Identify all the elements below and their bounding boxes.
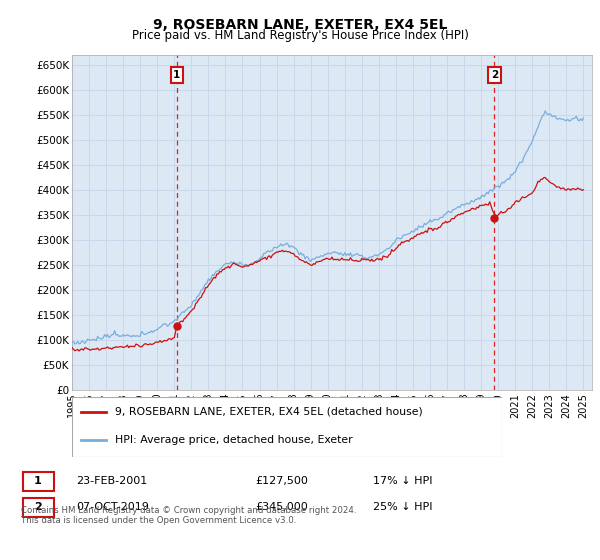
Text: £127,500: £127,500 (255, 476, 308, 486)
Text: 9, ROSEBARN LANE, EXETER, EX4 5EL (detached house): 9, ROSEBARN LANE, EXETER, EX4 5EL (detac… (115, 407, 423, 417)
Text: 23-FEB-2001: 23-FEB-2001 (76, 476, 147, 486)
Text: 1: 1 (34, 476, 42, 486)
Text: HPI: Average price, detached house, Exeter: HPI: Average price, detached house, Exet… (115, 435, 353, 445)
FancyBboxPatch shape (23, 472, 53, 491)
Text: 25% ↓ HPI: 25% ↓ HPI (373, 502, 432, 512)
Text: 9, ROSEBARN LANE, EXETER, EX4 5EL: 9, ROSEBARN LANE, EXETER, EX4 5EL (153, 18, 447, 32)
Text: 07-OCT-2019: 07-OCT-2019 (76, 502, 149, 512)
Text: Contains HM Land Registry data © Crown copyright and database right 2024.
This d: Contains HM Land Registry data © Crown c… (21, 506, 356, 525)
Text: £345,000: £345,000 (255, 502, 308, 512)
Text: 1: 1 (173, 70, 181, 80)
Text: 2: 2 (34, 502, 42, 512)
Text: 17% ↓ HPI: 17% ↓ HPI (373, 476, 432, 486)
Text: Price paid vs. HM Land Registry's House Price Index (HPI): Price paid vs. HM Land Registry's House … (131, 29, 469, 42)
Text: 2: 2 (491, 70, 498, 80)
FancyBboxPatch shape (23, 497, 53, 517)
